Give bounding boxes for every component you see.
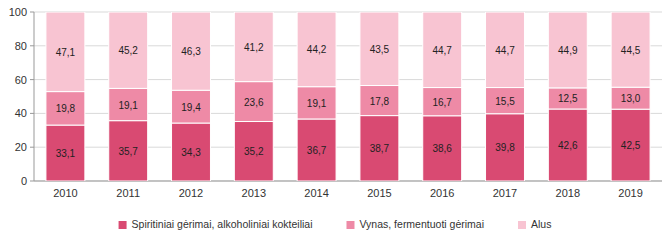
- data-label: 39,8: [495, 142, 515, 153]
- data-label: 23,6: [244, 97, 264, 108]
- y-tick: [30, 79, 34, 80]
- bar-segment: [109, 88, 148, 120]
- bar-segment: [423, 116, 462, 181]
- bar-segment: [360, 86, 399, 116]
- data-label: 13,0: [621, 93, 641, 104]
- bar-segment: [172, 90, 211, 123]
- bar-segment: [297, 12, 336, 87]
- data-label: 19,1: [307, 98, 327, 109]
- bar-segment: [172, 123, 211, 181]
- bar-segment: [234, 122, 273, 181]
- bar-segment: [548, 109, 587, 181]
- bar-segment: [234, 82, 273, 122]
- bar-segment: [486, 12, 525, 88]
- x-tick-label: 2012: [179, 187, 203, 199]
- bar-segment: [360, 12, 399, 86]
- legend-label: Spiritiniai gėrimai, alkoholiniai koktei…: [132, 218, 313, 230]
- legend-item: Alus: [518, 218, 551, 230]
- bar-segment: [611, 87, 650, 109]
- x-tick-label: 2013: [242, 187, 266, 199]
- bar-segment: [486, 88, 525, 114]
- y-tick-label: 40: [15, 107, 27, 119]
- legend-item: Vynas, fermentuoti gėrimai: [346, 218, 484, 230]
- bar-segment: [360, 116, 399, 181]
- y-tick-label: 60: [15, 74, 27, 86]
- legend-swatch: [119, 221, 127, 229]
- data-label: 19,8: [56, 103, 76, 114]
- y-tick-label: 100: [9, 6, 27, 18]
- data-label: 42,5: [621, 140, 641, 151]
- chart: 0 20 40 60 80 100 33,1 19,8 47,1 35,7 19,1 45,2 34,3…: [0, 0, 670, 240]
- data-label: 16,7: [432, 97, 452, 108]
- bar-segment: [46, 12, 85, 92]
- bar-segment: [297, 87, 336, 119]
- bar-segment: [486, 114, 525, 181]
- data-label: 44,9: [558, 45, 578, 56]
- bar-segment: [611, 109, 650, 181]
- data-label: 38,6: [432, 143, 452, 154]
- x-tick-label: 2016: [430, 187, 454, 199]
- legend-label: Alus: [531, 218, 551, 230]
- data-label: 41,2: [244, 42, 264, 53]
- data-label: 44,7: [495, 45, 515, 56]
- data-label: 44,7: [432, 45, 452, 56]
- data-label: 34,3: [181, 147, 201, 158]
- data-label: 15,5: [495, 96, 515, 107]
- bar-segment: [172, 12, 211, 90]
- bar-segment: [46, 125, 85, 181]
- y-tick: [30, 45, 34, 46]
- y-tick: [30, 147, 34, 148]
- data-label: 42,6: [558, 140, 578, 151]
- y-tick-label: 0: [21, 175, 27, 187]
- y-tick: [30, 181, 34, 182]
- data-label: 47,1: [56, 47, 76, 58]
- data-label: 38,7: [370, 143, 390, 154]
- y-tick: [30, 113, 34, 114]
- x-tick-label: 2017: [493, 187, 517, 199]
- y-axis-line: [34, 12, 35, 181]
- data-label: 19,4: [181, 102, 201, 113]
- data-label: 12,5: [558, 93, 578, 104]
- legend-swatch: [518, 221, 526, 229]
- data-label: 44,5: [621, 45, 641, 56]
- bar-segment: [423, 12, 462, 88]
- bar-segment: [423, 88, 462, 116]
- y-tick-label: 80: [15, 40, 27, 52]
- x-tick-label: 2011: [116, 187, 140, 199]
- bar-segment: [109, 121, 148, 181]
- bar-segment: [611, 12, 650, 87]
- data-label: 33,1: [56, 148, 76, 159]
- legend-swatch: [346, 221, 354, 229]
- data-label: 46,3: [181, 46, 201, 57]
- bars: [46, 12, 650, 181]
- legend-item: Spiritiniai gėrimai, alkoholiniai koktei…: [119, 218, 313, 230]
- y-tick: [30, 12, 34, 13]
- bar-segment: [548, 12, 587, 88]
- x-tick-label: 2015: [367, 187, 391, 199]
- bar-segment: [297, 119, 336, 181]
- data-label: 36,7: [307, 145, 327, 156]
- x-tick-label: 2019: [618, 187, 642, 199]
- bar-segment: [109, 12, 148, 88]
- bar-segment: [234, 12, 273, 82]
- legend: Spiritiniai gėrimai, alkoholiniai koktei…: [119, 218, 552, 230]
- data-label: 43,5: [370, 44, 390, 55]
- data-label: 17,8: [370, 96, 390, 107]
- data-label: 19,1: [118, 100, 138, 111]
- legend-label: Vynas, fermentuoti gėrimai: [359, 218, 484, 230]
- x-tick-label: 2010: [53, 187, 77, 199]
- x-tick-label: 2014: [304, 187, 328, 199]
- data-labels: 33,1 19,8 47,1 35,7 19,1 45,2 34,3 19,4 46,3 35,2…: [56, 42, 641, 159]
- x-tick-label: 2018: [556, 187, 580, 199]
- bar-segment: [548, 88, 587, 109]
- data-label: 44,2: [307, 44, 327, 55]
- data-label: 35,7: [118, 146, 138, 157]
- bar-segment: [46, 92, 85, 125]
- data-label: 45,2: [118, 45, 138, 56]
- y-tick-label: 20: [15, 141, 27, 153]
- data-label: 35,2: [244, 146, 264, 157]
